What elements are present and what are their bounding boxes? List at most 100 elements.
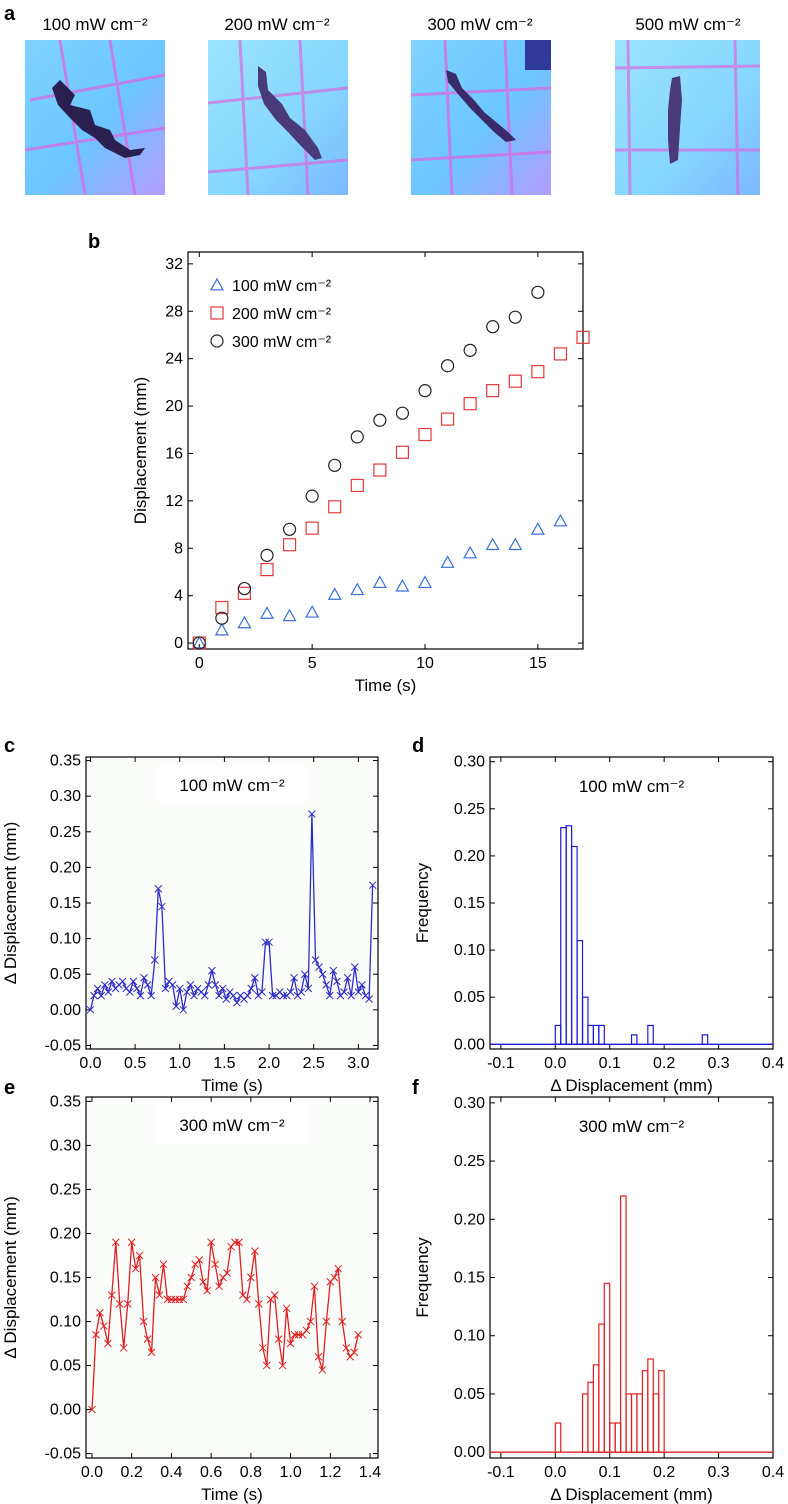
data-point-x	[308, 810, 316, 818]
legend-label: 100 mW cm⁻²	[232, 278, 332, 295]
y-tick-label: 0.30	[454, 1095, 485, 1112]
data-point-square	[553, 347, 568, 361]
data-point-x	[103, 1339, 112, 1348]
y-tick-label: 0.20	[454, 1211, 485, 1228]
data-point-x	[125, 988, 134, 996]
y-tick-label: 0.00	[50, 1002, 81, 1019]
x-tick-label: 5	[308, 655, 317, 672]
histogram-bar	[647, 1024, 654, 1045]
histogram-bar	[592, 1024, 600, 1045]
y-tick-label: 0.35	[50, 1093, 81, 1110]
y-tick-label: 0.05	[454, 1386, 485, 1403]
y-tick-label: 24	[165, 351, 183, 368]
x-tick-label: 10	[416, 655, 434, 672]
histogram-bar	[560, 827, 567, 1045]
histogram-bar	[630, 1393, 638, 1453]
data-point-x	[208, 966, 216, 975]
data-point-circle	[418, 384, 432, 398]
x-tick-label: -0.1	[487, 1055, 515, 1072]
data-point-x	[254, 1300, 263, 1308]
data-point-x	[204, 981, 213, 989]
data-point-x	[258, 1344, 267, 1352]
data-point-circle	[282, 522, 297, 536]
data-point-x	[365, 995, 373, 1004]
data-point-circle	[305, 489, 319, 503]
data-point-x	[211, 981, 220, 989]
data-point-circle	[373, 413, 387, 427]
x-tick-label: 0.1	[599, 1464, 621, 1481]
data-point-x	[350, 963, 359, 971]
plot-frame	[187, 251, 584, 650]
data-point-x	[190, 991, 198, 1000]
data-point-x	[218, 984, 227, 993]
x-tick-label: 0	[195, 655, 204, 672]
plot-frame	[489, 756, 774, 1050]
y-tick-label: 0.15	[454, 895, 485, 912]
data-point-triangle	[395, 578, 410, 592]
data-point-x	[93, 984, 102, 993]
histogram-bar	[565, 825, 573, 1045]
data-point-x	[347, 991, 356, 1000]
data-point-triangle	[209, 277, 225, 291]
data-point-x	[247, 984, 256, 993]
data-point-x	[183, 1282, 192, 1291]
data-point-x	[322, 1317, 331, 1326]
histogram-bar	[581, 996, 589, 1045]
data-point-x	[215, 1282, 223, 1291]
data-point-x	[300, 970, 309, 979]
y-axis-label: Frequency	[413, 1237, 432, 1318]
legend-label: 200 mW cm⁻²	[232, 306, 332, 323]
data-point-x	[247, 1273, 255, 1282]
histogram-bar	[598, 1323, 605, 1453]
data-point-x	[143, 981, 152, 989]
data-point-square	[486, 384, 500, 398]
data-point-triangle	[485, 537, 500, 551]
data-point-x	[274, 1335, 283, 1343]
data-point-x	[199, 1278, 208, 1286]
data-point-x	[250, 973, 259, 982]
y-tick-label: 0.05	[454, 989, 485, 1006]
plot-frame	[85, 1096, 379, 1459]
y-tick-label: 0.20	[50, 1225, 81, 1242]
data-point-x	[187, 1273, 196, 1282]
histogram-bar	[603, 1282, 611, 1453]
y-axis-label: Displacement (mm)	[131, 377, 150, 524]
chart-f-histogram-300: -0.1 0.0 0.1 0.2 0.3 0.4 0.00 0.05 0.10 0.15 0.20 0…	[413, 1095, 784, 1504]
data-point-x	[265, 938, 273, 947]
photo-200	[207, 39, 349, 196]
data-point-triangle	[553, 513, 568, 527]
data-point-x	[358, 981, 366, 989]
x-tick-label: 0.2	[653, 1055, 675, 1072]
data-point-circle	[395, 406, 410, 420]
data-point-triangle	[417, 575, 433, 589]
x-tick-label: 0.4	[160, 1464, 182, 1481]
histogram-bar	[614, 1422, 622, 1453]
data-point-circle	[486, 320, 500, 334]
data-point-triangle	[440, 555, 455, 568]
data-point-x	[343, 973, 352, 982]
histogram-bar	[625, 1393, 633, 1453]
data-point-x	[151, 1273, 160, 1282]
data-point-square	[576, 330, 590, 344]
histogram-bar	[609, 1422, 616, 1453]
y-tick-label: 0.10	[454, 942, 485, 959]
data-point-x	[123, 1300, 132, 1308]
x-tick-label: 0.5	[124, 1055, 146, 1072]
data-point-square	[373, 463, 387, 477]
x-tick-label: 0.3	[707, 1055, 729, 1072]
data-point-x	[139, 1317, 148, 1326]
data-point-triangle	[350, 582, 365, 596]
histogram-bar	[554, 1422, 562, 1453]
histogram-bar	[581, 1393, 589, 1453]
annotation-label: 100 mW cm⁻²	[179, 776, 285, 795]
data-point-x	[179, 1295, 188, 1304]
plot-frame	[85, 756, 379, 1050]
data-point-x	[354, 1330, 362, 1339]
y-tick-label: 8	[174, 540, 183, 557]
data-point-triangle	[530, 522, 545, 535]
data-point-square	[237, 586, 252, 600]
data-point-x	[314, 1352, 323, 1361]
data-point-triangle	[372, 575, 387, 589]
panel-letter-e: e	[4, 1077, 15, 1099]
data-point-x	[200, 991, 209, 1000]
